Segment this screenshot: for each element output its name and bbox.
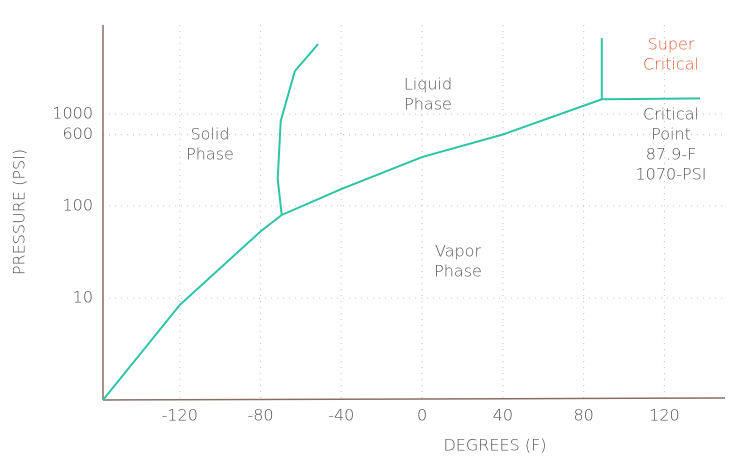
annotation: Phase [186, 145, 234, 164]
annotation: 1070-PSI [635, 165, 706, 184]
x-tick-label: 0 [417, 406, 427, 425]
x-axis [102, 397, 726, 401]
y-tick-label: 10 [73, 288, 93, 307]
annotation: Critical [643, 55, 699, 74]
y-axis-label: PRESSURE (PSI) [10, 149, 29, 275]
annotation: Solid [191, 125, 230, 144]
x-axis-label: DEGREES (F) [443, 436, 546, 455]
annotation: Phase [434, 262, 482, 281]
annotation: Liquid [404, 75, 452, 94]
annotation: Point [651, 125, 691, 144]
x-tick-label: 40 [493, 406, 513, 425]
phase-line [102, 214, 283, 401]
annotation: 87.9-F [646, 145, 697, 164]
annotation: Phase [404, 95, 452, 114]
y-tick-label: 100 [62, 196, 93, 215]
annotation: Critical [643, 105, 699, 124]
x-tick-label: -40 [328, 406, 354, 425]
annotation: Vapor [435, 242, 481, 261]
x-tick-label: 80 [573, 406, 593, 425]
phase-line [281, 97, 700, 216]
x-tick-label: -80 [247, 406, 273, 425]
phase-line [276, 43, 319, 216]
x-tick-label: -120 [162, 406, 198, 425]
annotation: Super [648, 35, 695, 54]
y-tick-label: 600 [62, 124, 93, 143]
y-tick-label: 1000 [52, 104, 93, 123]
x-tick-label: 120 [649, 406, 680, 425]
